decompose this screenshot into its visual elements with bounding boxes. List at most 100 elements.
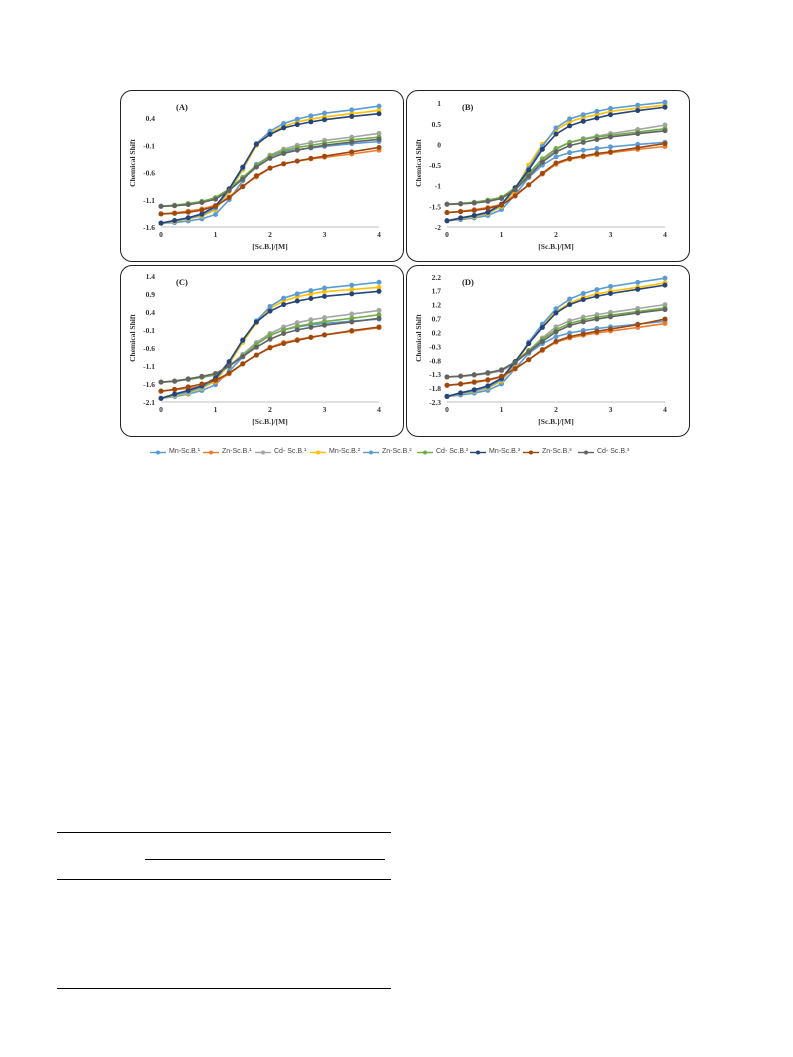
data-point bbox=[567, 330, 573, 336]
data-point bbox=[594, 151, 600, 157]
y-tick-label: -1.8 bbox=[429, 384, 441, 393]
data-point bbox=[172, 210, 178, 216]
data-point bbox=[662, 104, 668, 110]
data-point bbox=[539, 170, 545, 176]
data-point bbox=[172, 203, 178, 209]
data-point bbox=[376, 288, 382, 294]
data-point bbox=[349, 328, 355, 334]
y-axis-label: Chemical Shift bbox=[414, 314, 423, 362]
data-point bbox=[485, 383, 491, 389]
data-point bbox=[662, 307, 668, 313]
data-point bbox=[580, 290, 586, 296]
data-point bbox=[471, 212, 477, 218]
data-point bbox=[662, 282, 668, 288]
data-point bbox=[294, 158, 300, 164]
y-tick-label: 1.4 bbox=[146, 272, 156, 281]
data-point bbox=[539, 324, 545, 330]
data-point bbox=[349, 319, 355, 325]
data-point bbox=[635, 286, 641, 292]
y-tick-label: 2.2 bbox=[432, 273, 442, 282]
data-point bbox=[553, 154, 559, 160]
data-point bbox=[281, 295, 287, 301]
data-point bbox=[553, 149, 559, 155]
chart-panel-d: -2.3 -1.8 -1.3 -0.8 -0.3 0.2 0.7 1.2 1.7 2.2 0 1 2 3 4… bbox=[406, 265, 690, 437]
data-point bbox=[240, 176, 246, 182]
legend-label: Zn-Sc.B.² bbox=[382, 448, 412, 455]
data-point bbox=[158, 203, 164, 209]
data-point bbox=[526, 341, 532, 347]
x-tick-label: 2 bbox=[268, 230, 272, 239]
y-tick-label: -1.3 bbox=[429, 370, 441, 379]
series-group bbox=[158, 284, 382, 401]
data-point bbox=[240, 164, 246, 170]
legend-label: Zn-Sc.B.³ bbox=[542, 448, 572, 455]
table-sub-rule bbox=[145, 859, 385, 860]
data-point bbox=[526, 349, 532, 355]
series-group bbox=[158, 288, 382, 401]
series-group bbox=[158, 136, 382, 209]
y-tick-label: 0.5 bbox=[432, 120, 442, 129]
data-point bbox=[553, 125, 559, 131]
data-point bbox=[608, 290, 613, 296]
y-tick-label: -0.3 bbox=[429, 342, 441, 351]
data-point bbox=[349, 113, 355, 119]
legend-label: Mn-Sc.B.³ bbox=[489, 448, 521, 455]
data-point bbox=[594, 108, 600, 114]
data-point bbox=[158, 220, 164, 226]
data-point bbox=[349, 291, 355, 297]
series-group bbox=[444, 316, 668, 388]
chart-legend: Mn-Sc.B.¹ Zn-Sc.B.¹ Cd- Sc.B.¹ Mn-Sc.B.² Zn-… bbox=[150, 446, 650, 460]
data-point bbox=[567, 155, 573, 161]
data-point bbox=[226, 188, 232, 194]
data-point bbox=[158, 388, 164, 394]
data-point bbox=[267, 308, 273, 314]
data-point bbox=[608, 326, 613, 332]
series-line bbox=[160, 136, 380, 208]
legend-label: Cd- Sc.B.¹ bbox=[274, 448, 307, 455]
x-axis-label: [Sc.B.]/[M] bbox=[252, 417, 287, 426]
series-group bbox=[444, 141, 668, 216]
data-point bbox=[281, 302, 287, 308]
data-point bbox=[267, 345, 273, 351]
y-tick-label: 0.4 bbox=[146, 114, 156, 123]
data-point bbox=[608, 134, 613, 140]
legend-swatch bbox=[578, 450, 594, 455]
data-point bbox=[213, 377, 218, 383]
data-point bbox=[253, 344, 259, 350]
data-point bbox=[567, 150, 573, 156]
data-point bbox=[213, 211, 218, 217]
data-point bbox=[580, 319, 586, 325]
data-point bbox=[662, 122, 668, 128]
y-axis-label: Chemical Shift bbox=[414, 139, 423, 187]
data-point bbox=[322, 142, 327, 148]
data-point bbox=[213, 371, 218, 377]
data-point bbox=[240, 337, 246, 343]
table-header-rule bbox=[57, 879, 391, 880]
data-point bbox=[349, 287, 355, 293]
legend-swatch bbox=[470, 450, 486, 455]
series-group bbox=[158, 111, 382, 226]
y-tick-label: 0.9 bbox=[146, 290, 156, 299]
data-point bbox=[485, 198, 491, 204]
legend-label: Mn-Sc.B.² bbox=[329, 448, 361, 455]
data-point bbox=[349, 315, 355, 321]
data-point bbox=[499, 202, 504, 208]
data-point bbox=[308, 296, 314, 302]
data-point bbox=[213, 196, 218, 202]
data-point bbox=[322, 315, 327, 321]
data-point bbox=[458, 209, 464, 215]
data-point bbox=[267, 131, 273, 137]
legend-label: Mn-Sc.B.¹ bbox=[169, 448, 201, 455]
table-bottom-rule bbox=[57, 988, 391, 989]
data-point bbox=[199, 381, 205, 387]
data-point bbox=[376, 284, 382, 290]
data-point bbox=[580, 153, 586, 159]
data-point bbox=[485, 209, 491, 215]
x-tick-label: 1 bbox=[500, 405, 504, 414]
data-point bbox=[580, 297, 586, 303]
data-point bbox=[322, 293, 327, 299]
y-tick-label: -0.5 bbox=[429, 161, 441, 170]
data-point bbox=[608, 314, 613, 320]
y-tick-label: -0.1 bbox=[143, 141, 155, 150]
legend-swatch bbox=[363, 450, 379, 455]
